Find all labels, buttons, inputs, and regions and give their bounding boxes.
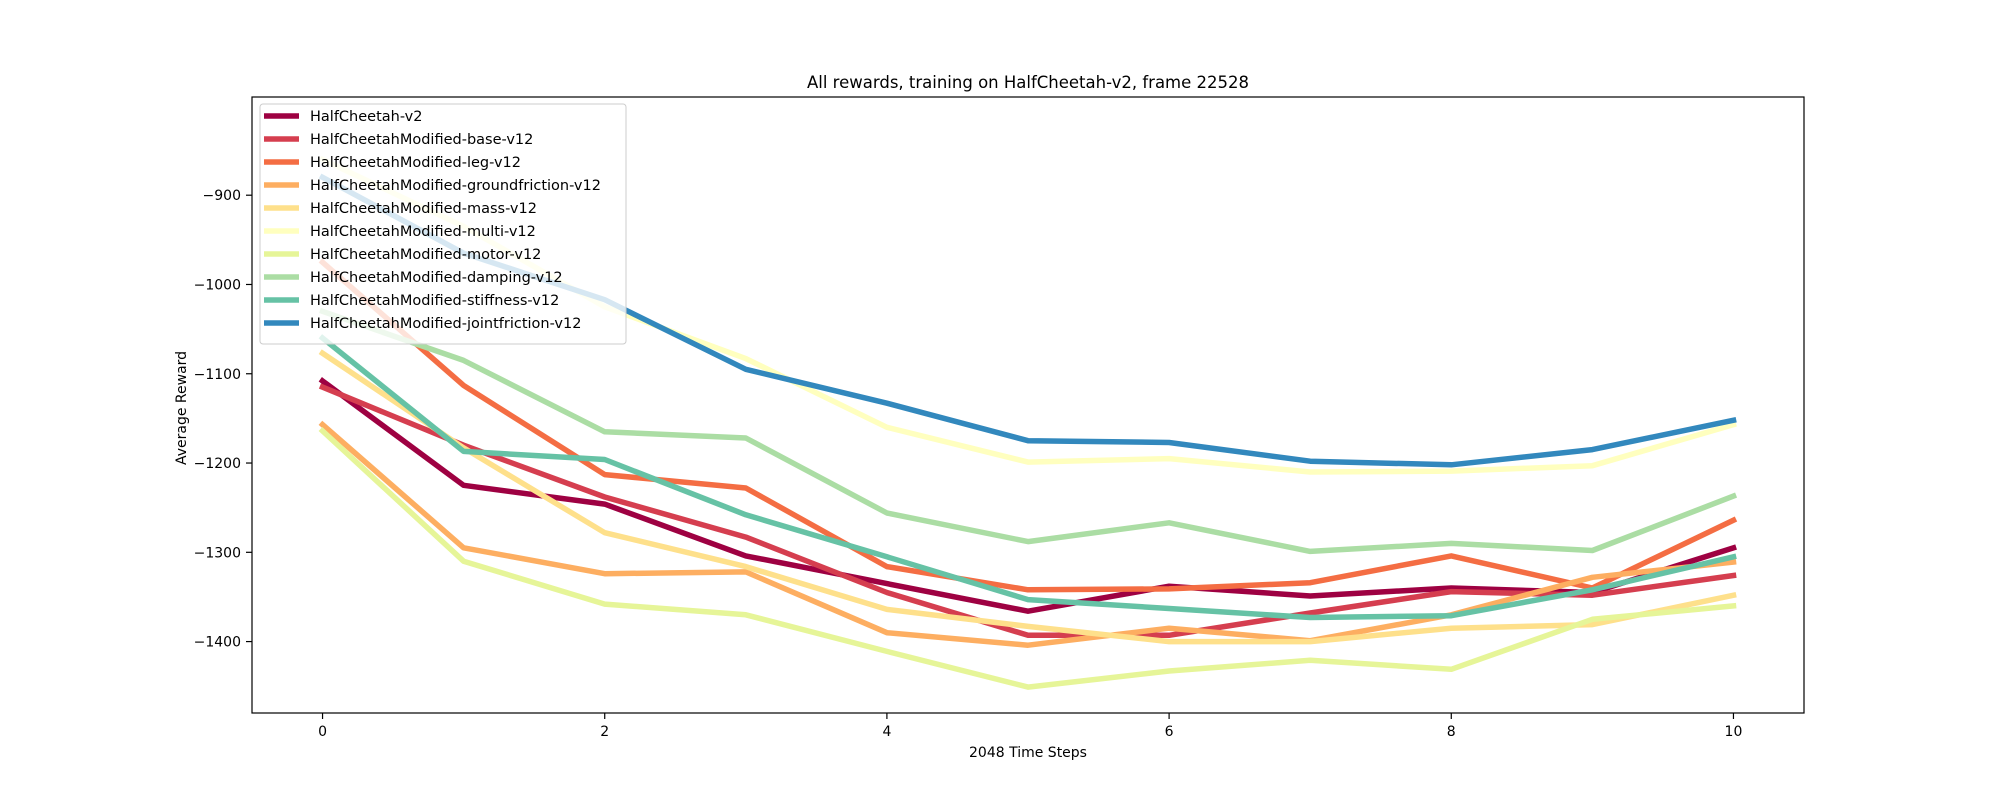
legend-label-5: HalfCheetahModified-multi-v12 (310, 224, 536, 240)
y-tick-label-2: −1100 (194, 367, 241, 383)
series-line-3 (318, 420, 1737, 648)
legend-label-0: HalfCheetah-v2 (310, 109, 423, 125)
y-tick-label-4: −1300 (194, 545, 241, 561)
legend-label-1: HalfCheetahModified-base-v12 (310, 132, 533, 148)
y-axis-label: Average Reward (174, 351, 190, 465)
series-line-6 (318, 427, 1737, 690)
series-line-8 (318, 334, 1737, 621)
x-tick-label-3: 6 (1165, 724, 1174, 740)
legend-label-6: HalfCheetahModified-motor-v12 (310, 247, 541, 263)
axis-layer: 0 2 4 6 8 10 −900 −1000 −1100 −1200 −1300 −1400 (194, 96, 1805, 740)
legend-label-3: HalfCheetahModified-groundfriction-v12 (310, 178, 601, 194)
legend-label-2: HalfCheetahModified-leg-v12 (310, 155, 521, 171)
legend-label-8: HalfCheetahModified-stiffness-v12 (310, 293, 559, 309)
y-tick-label-3: −1200 (194, 456, 241, 472)
series-line-4 (318, 349, 1737, 645)
x-tick-label-1: 2 (600, 724, 609, 740)
x-tick-label-4: 8 (1447, 724, 1456, 740)
legend-label-4: HalfCheetahModified-mass-v12 (310, 201, 537, 217)
legend-label-9: HalfCheetahModified-jointfriction-v12 (310, 316, 581, 332)
x-tick-label-5: 10 (1725, 724, 1743, 740)
legend-label-7: HalfCheetahModified-damping-v12 (310, 270, 563, 286)
x-tick-label-2: 4 (882, 724, 891, 740)
series-line-1 (318, 383, 1737, 639)
series-line-2 (318, 258, 1738, 593)
legend-box (259, 103, 627, 345)
y-tick-label-0: −900 (203, 188, 241, 204)
series-line-7 (318, 307, 1738, 555)
legend: HalfCheetah-v2 HalfCheetahModified-base-v… (259, 103, 627, 345)
y-tick-label-1: −1000 (194, 277, 241, 293)
series-line-0 (318, 377, 1737, 614)
y-tick-label-5: −1400 (194, 635, 241, 651)
x-axis-label: 2048 Time Steps (969, 745, 1087, 761)
plot-frame (251, 96, 1805, 714)
chart-title: All rewards, training on HalfCheetah-v2,… (807, 73, 1249, 92)
x-tick-label-0: 0 (318, 724, 327, 740)
